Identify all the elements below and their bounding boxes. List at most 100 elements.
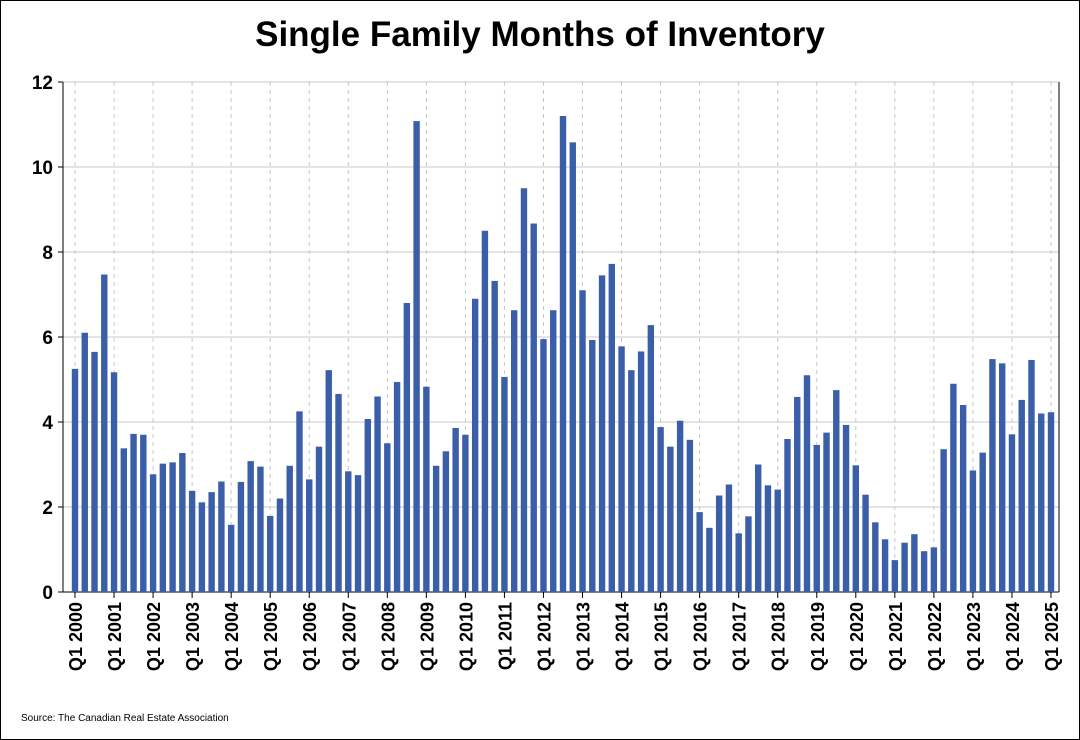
bar [657,427,664,592]
bar [999,363,1006,592]
bar [647,325,655,592]
bar [403,303,411,592]
x-tick-label: Q1 2002 [144,602,164,671]
bar [706,527,713,592]
bar [71,368,79,592]
x-tick-label: Q1 2018 [769,602,789,671]
bar [852,465,859,592]
x-tick-label: Q1 2014 [613,602,633,671]
bar [374,396,381,592]
bar [842,424,850,592]
bar [813,444,820,592]
bar [862,494,869,592]
bar [140,434,147,592]
bar [110,372,118,592]
bar [315,446,323,592]
bar [901,542,908,592]
bar [676,420,684,592]
bar [1038,413,1045,592]
bar [159,463,167,592]
bar [237,481,245,592]
bar [462,434,469,592]
y-tick-label: 6 [42,328,53,349]
bar [550,310,557,592]
bar [569,142,576,592]
bar [881,539,889,592]
x-tick-label: Q1 2020 [847,602,867,671]
x-tick-label: Q1 2024 [1003,602,1023,671]
x-tick-label: Q1 2015 [652,602,672,671]
x-tick-label: Q1 2011 [495,602,515,670]
bar [823,432,830,592]
x-tick-label: Q1 2016 [691,602,711,671]
bar [764,485,772,592]
bar [247,461,254,592]
bar [667,446,674,592]
source-note: Source: The Canadian Real Estate Associa… [21,713,229,724]
bar [940,449,947,592]
bar [725,484,733,592]
bar [296,411,303,592]
bar [794,396,801,592]
bar [989,359,996,592]
y-tick-label: 0 [42,583,53,604]
bar [120,448,127,592]
bar [911,534,918,592]
bar [364,419,371,592]
y-tick-label: 10 [32,158,53,179]
bar [959,405,967,592]
bar [579,290,586,592]
bar [481,230,489,592]
y-tick-label: 2 [42,498,53,519]
bar [1018,399,1025,592]
x-tick-label: Q1 2001 [105,602,125,671]
x-tick-label: Q1 2022 [925,602,945,671]
bar [345,471,352,592]
bar [686,439,694,592]
y-tick-label: 12 [32,73,53,94]
bar [1008,434,1016,592]
x-tick-label: Q1 2010 [456,602,476,671]
bar [501,376,508,592]
x-tick-label: Q1 2019 [808,602,828,671]
x-tick-label: Q1 2005 [261,602,281,671]
bar [637,351,645,592]
bar [354,475,362,592]
bar [628,370,635,592]
bar [432,465,440,592]
bar [286,465,293,592]
bar [335,393,342,592]
x-tick-label: Q1 2004 [222,602,242,671]
bar [540,339,547,592]
bar [442,451,450,592]
y-tick-label: 4 [42,413,53,434]
bar [218,481,225,592]
x-tick-label: Q1 2012 [534,602,554,671]
bar [81,332,88,592]
bar [491,280,498,592]
bar [520,188,528,592]
bar [950,383,957,592]
bar [149,474,157,592]
bar [589,339,596,592]
bar [559,116,567,592]
bar [91,351,98,592]
bar [130,433,137,592]
x-tick-label: Q1 2023 [964,602,984,671]
bar [920,551,928,592]
bar [774,489,781,592]
bar [784,439,791,592]
bar [1047,412,1055,592]
bar [803,375,811,592]
bar [745,516,752,592]
bar [179,453,186,592]
x-tick-label: Q1 2013 [574,602,594,671]
bar [511,310,518,592]
bar [833,390,840,592]
bar [608,263,615,592]
bar [930,547,938,592]
x-tick-label: Q1 2025 [1042,602,1062,671]
x-tick-label: Q1 2017 [730,602,750,671]
bar [1028,359,1035,592]
